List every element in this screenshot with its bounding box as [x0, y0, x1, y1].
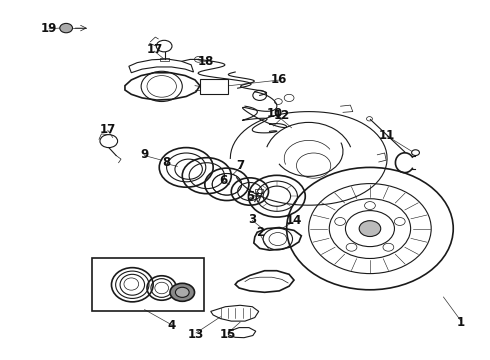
- Text: 7: 7: [236, 159, 244, 172]
- Text: 13: 13: [188, 328, 204, 341]
- Bar: [255, 189, 263, 193]
- Bar: [160, 58, 169, 61]
- Circle shape: [170, 283, 195, 301]
- Text: 6: 6: [219, 174, 227, 186]
- Text: 9: 9: [141, 148, 148, 161]
- Bar: [92, 258, 204, 311]
- Text: 19: 19: [41, 22, 57, 35]
- Text: 17: 17: [146, 43, 163, 56]
- Text: 12: 12: [273, 109, 290, 122]
- Text: 14: 14: [286, 214, 302, 227]
- Text: 10: 10: [266, 107, 283, 120]
- Circle shape: [60, 23, 73, 33]
- Text: 3: 3: [248, 213, 256, 226]
- Text: 5: 5: [246, 190, 254, 203]
- Bar: [200, 79, 228, 94]
- Text: 1: 1: [457, 316, 465, 329]
- Text: 17: 17: [99, 123, 116, 136]
- Text: 18: 18: [197, 55, 214, 68]
- Text: 2: 2: [256, 226, 264, 239]
- Text: 15: 15: [220, 328, 236, 341]
- Text: 4: 4: [168, 319, 175, 332]
- Text: 8: 8: [163, 156, 171, 169]
- Text: 11: 11: [379, 129, 395, 141]
- Circle shape: [359, 221, 381, 237]
- Text: 16: 16: [271, 73, 288, 86]
- Circle shape: [175, 287, 189, 297]
